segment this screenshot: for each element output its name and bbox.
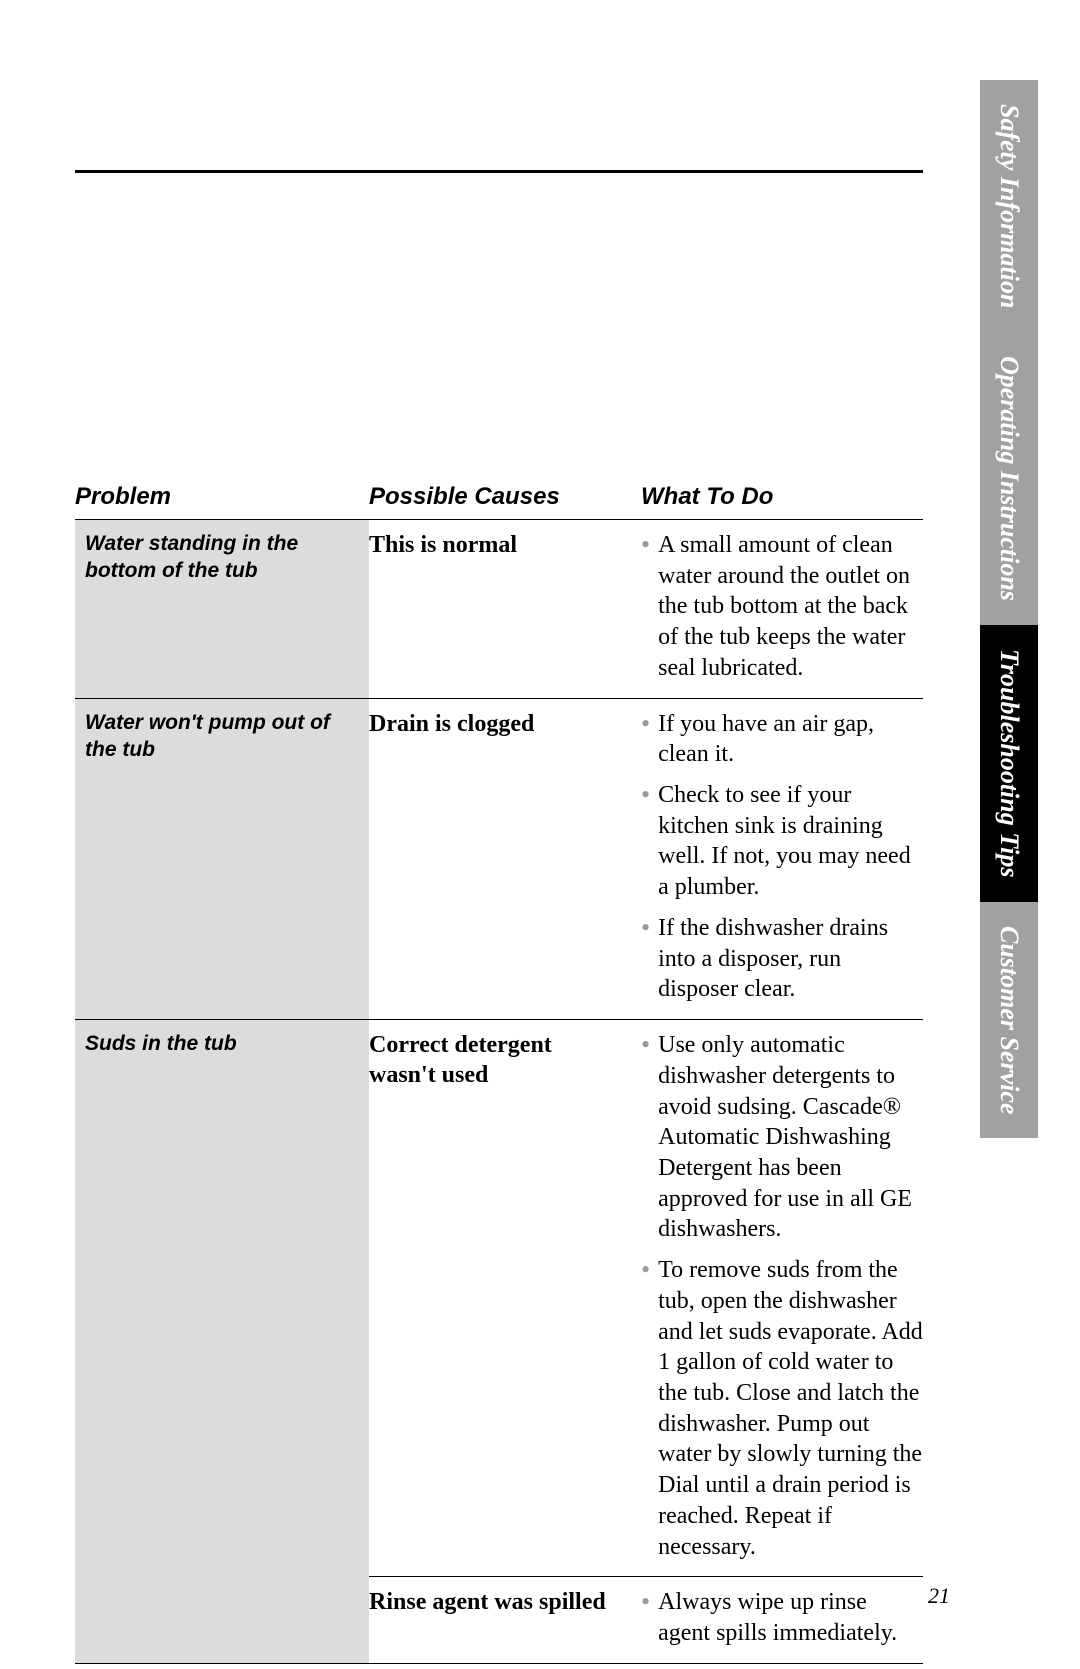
troubleshooting-table: Water standing in the bottom of the tubT… [75,519,923,1663]
cause-block: This is normal•A small amount of clean w… [369,530,923,698]
causes-cell: Correct detergent wasn't used•Use only a… [369,1030,923,1663]
cause-text: Rinse agent was spilled [369,1587,641,1648]
todo-text: Use only automatic dishwasher detergents… [658,1030,923,1245]
todo-list: •Always wipe up rinse agent spills immed… [641,1587,923,1648]
problem-cell: Suds in the tub [75,1020,369,1663]
bullet-icon: • [641,780,650,903]
todo-list: •A small amount of clean water around th… [641,530,923,684]
bullet-icon: • [641,913,650,1005]
bullet-icon: • [641,1255,650,1562]
table-row: Suds in the tubCorrect detergent wasn't … [75,1019,923,1663]
todo-text: A small amount of clean water around the… [658,530,923,684]
table-row: Water won't pump out of the tubDrain is … [75,698,923,1019]
todo-item: •Use only automatic dishwasher detergent… [641,1030,923,1245]
header-causes: Possible Causes [369,483,641,511]
cause-block: Rinse agent was spilled•Always wipe up r… [369,1576,923,1662]
bullet-icon: • [641,709,650,770]
tab-customer: Customer Service [980,902,1038,1139]
page-number: 21 [928,1583,950,1609]
tab-operating: Operating Instructions [980,332,1038,625]
todo-item: •A small amount of clean water around th… [641,530,923,684]
cause-block: Drain is clogged•If you have an air gap,… [369,709,923,1019]
bullet-icon: • [641,1030,650,1245]
bullet-icon: • [641,1587,650,1648]
todo-text: If you have an air gap, clean it. [658,709,923,770]
header-todo: What To Do [641,483,955,511]
header-rule [75,170,923,173]
tab-safety: Safety Information [980,80,1038,332]
todo-item: •Check to see if your kitchen sink is dr… [641,780,923,903]
content-area: Problem Possible Causes What To Do Water… [75,170,955,1664]
causes-cell: Drain is clogged•If you have an air gap,… [369,709,923,1019]
todo-item: •If you have an air gap, clean it. [641,709,923,770]
problem-cell: Water won't pump out of the tub [75,699,369,1019]
cause-text: This is normal [369,530,641,684]
todo-item: •To remove suds from the tub, open the d… [641,1255,923,1562]
cause-text: Drain is clogged [369,709,641,1005]
todo-list: •If you have an air gap, clean it.•Check… [641,709,923,1005]
todo-item: •Always wipe up rinse agent spills immed… [641,1587,923,1648]
page: Safety Information Operating Instruction… [0,0,1080,1669]
cause-text: Correct detergent wasn't used [369,1030,641,1562]
header-problem: Problem [75,483,369,511]
todo-item: •If the dishwasher drains into a dispose… [641,913,923,1005]
causes-cell: This is normal•A small amount of clean w… [369,530,923,698]
table-headers: Problem Possible Causes What To Do [75,483,955,519]
cause-block: Correct detergent wasn't used•Use only a… [369,1030,923,1576]
todo-text: If the dishwasher drains into a disposer… [658,913,923,1005]
todo-text: Check to see if your kitchen sink is dra… [658,780,923,903]
bullet-icon: • [641,530,650,684]
todo-text: Always wipe up rinse agent spills immedi… [658,1587,923,1648]
side-tab-container: Safety Information Operating Instruction… [980,80,1038,1138]
problem-cell: Water standing in the bottom of the tub [75,520,369,698]
todo-list: •Use only automatic dishwasher detergent… [641,1030,923,1562]
bottom-rule [75,1663,923,1664]
table-row: Water standing in the bottom of the tubT… [75,519,923,698]
tab-troubleshooting: Troubleshooting Tips [980,625,1038,902]
todo-text: To remove suds from the tub, open the di… [658,1255,923,1562]
